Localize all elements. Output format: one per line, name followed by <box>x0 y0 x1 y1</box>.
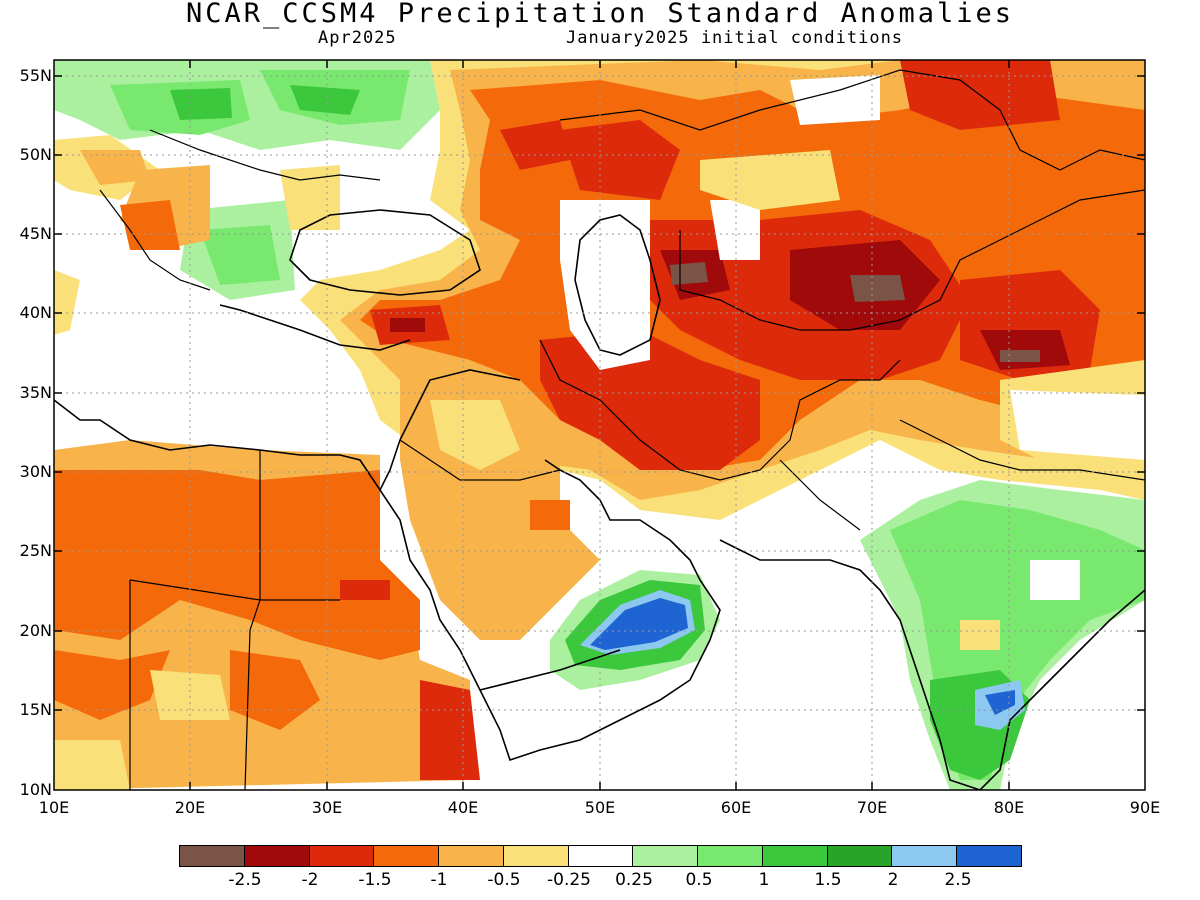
lon-label: 70E <box>856 798 888 817</box>
lat-label: 50N <box>19 145 52 164</box>
legend-tick-label: 1.5 <box>814 870 842 890</box>
lon-label: 40E <box>447 798 479 817</box>
lat-label: 40N <box>19 303 52 322</box>
lon-label: 60E <box>720 798 752 817</box>
arabia-dry-region <box>400 380 600 640</box>
africa-dry-region <box>54 440 480 790</box>
legend-tick-label: -2.5 <box>228 870 262 890</box>
legend-tick-label: 0.25 <box>615 870 653 890</box>
legend-tick-label: 2.5 <box>944 870 972 890</box>
color-legend <box>179 845 1022 867</box>
legend-swatch <box>180 846 245 866</box>
grid <box>54 60 1145 790</box>
legend-swatch <box>374 846 440 866</box>
lon-label: 30E <box>311 798 343 817</box>
legend-tick-label: -1 <box>430 870 448 890</box>
legend-tick-label: -1.5 <box>358 870 392 890</box>
legend-tick-label: 1 <box>758 870 770 890</box>
lat-label: 30N <box>19 462 52 481</box>
init-conditions-label: January2025 initial conditions <box>566 28 904 48</box>
middle-east-dry-region <box>300 60 1145 520</box>
lat-label: 55N <box>19 66 52 85</box>
lon-label: 50E <box>584 798 616 817</box>
europe-wet-region <box>54 60 440 300</box>
legend-swatch <box>698 846 763 866</box>
coastlines <box>54 209 1145 790</box>
legend-swatch <box>244 846 310 866</box>
lat-label: 35N <box>19 383 52 402</box>
lon-label: 80E <box>993 798 1025 817</box>
lat-label: 15N <box>19 700 52 719</box>
legend-swatch <box>892 846 958 866</box>
legend-tick-label: -0.5 <box>487 870 521 890</box>
legend-swatch <box>827 846 893 866</box>
legend-swatch <box>957 846 1021 866</box>
map-title: NCAR_CCSM4 Precipitation Standard Anomal… <box>186 0 1014 29</box>
europe-dry-patches <box>54 135 340 335</box>
lon-label: 20E <box>174 798 206 817</box>
map-frame <box>53 59 1146 791</box>
legend-swatch <box>633 846 699 866</box>
legend-swatch <box>503 846 569 866</box>
legend-tick-label: 2 <box>887 870 899 890</box>
lat-label: 20N <box>19 621 52 640</box>
legend-tick-label: -0.25 <box>547 870 591 890</box>
lon-label: 90E <box>1129 798 1161 817</box>
lat-label: 45N <box>19 224 52 243</box>
legend-tick-label: -2 <box>301 870 319 890</box>
legend-swatch <box>568 846 634 866</box>
lat-label: 25N <box>19 541 52 560</box>
valid-month-label: Apr2025 <box>318 28 397 48</box>
legend-tick-label: 0.5 <box>685 870 713 890</box>
legend-swatch <box>309 846 375 866</box>
legend-swatch <box>762 846 828 866</box>
legend-swatch <box>439 846 504 866</box>
lat-label: 10N <box>19 780 52 799</box>
lon-label: 10E <box>38 798 70 817</box>
